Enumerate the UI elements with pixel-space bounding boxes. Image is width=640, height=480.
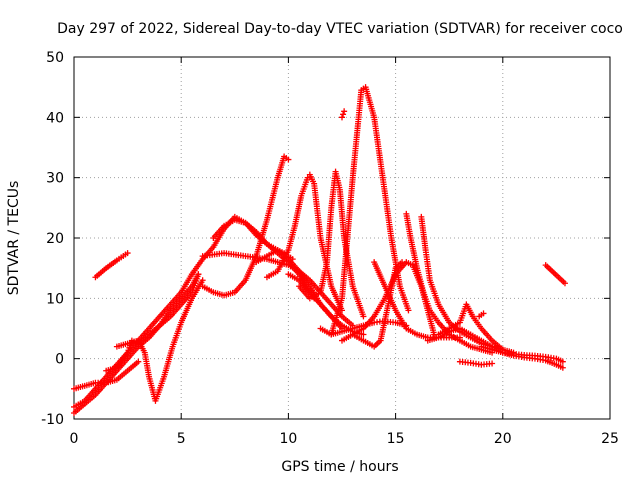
- data-point: [360, 313, 367, 320]
- y-tick-label: 30: [46, 171, 64, 187]
- data-point: [124, 250, 131, 257]
- data-point: [559, 358, 566, 365]
- x-tick-labels: 0 5 10 15 20 25: [70, 431, 619, 447]
- plot-frame: [73, 56, 611, 420]
- y-tick-label: 40: [46, 110, 64, 126]
- data-point: [340, 111, 347, 118]
- data-point: [559, 364, 566, 371]
- data-point: [405, 307, 412, 314]
- y-axis-label: SDTVAR / TECUs: [6, 181, 22, 296]
- data-point: [199, 277, 206, 284]
- data-point: [304, 174, 311, 181]
- y-tick-label: 20: [46, 231, 64, 247]
- x-tick-label: 25: [601, 431, 619, 447]
- data-point: [339, 307, 345, 314]
- data-point: [135, 358, 142, 365]
- data-point: [399, 259, 406, 266]
- x-axis-label: GPS time / hours: [281, 459, 398, 475]
- y-tick-labels: -10 0 10 20 30 40 50: [41, 50, 64, 428]
- x-tick-label: 5: [177, 431, 186, 447]
- x-tick-label: 15: [387, 431, 405, 447]
- y-tick-label: -10: [41, 412, 64, 428]
- y-tick-label: 50: [46, 50, 64, 66]
- data-point: [195, 271, 202, 278]
- data-point: [339, 114, 345, 121]
- y-tick-label: 0: [55, 352, 64, 368]
- data-points: [71, 84, 568, 416]
- y-tick-label: 10: [46, 291, 64, 307]
- data-point: [489, 360, 496, 367]
- x-tick-label: 10: [279, 431, 297, 447]
- chart-title: Day 297 of 2022, Sidereal Day-to-day VTE…: [57, 21, 623, 37]
- x-tick-label: 0: [70, 431, 79, 447]
- data-point: [341, 108, 348, 115]
- data-point: [285, 156, 292, 163]
- x-tick-label: 20: [494, 431, 512, 447]
- data-point: [561, 280, 568, 287]
- data-point: [360, 331, 367, 338]
- data-point: [480, 310, 487, 317]
